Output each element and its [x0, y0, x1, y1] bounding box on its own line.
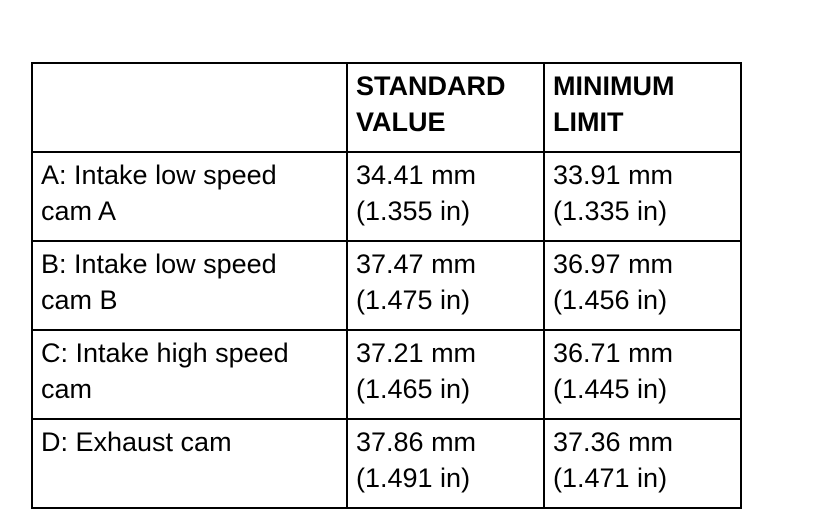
cell-text: (1.475 in)	[356, 285, 471, 315]
cell-text: 36.71 mm	[553, 338, 674, 368]
cell-text: (1.491 in)	[356, 463, 471, 493]
cell-text: 37.47 mm	[356, 249, 477, 279]
table-row: C: Intake high speed cam 37.21 mm (1.465 in…	[31, 329, 742, 420]
cell-text: C: Intake high speed	[41, 338, 289, 368]
table-row: B: Intake low speed cam B 37.47 mm (1.475 i…	[31, 240, 742, 331]
cell-text: LIMIT	[553, 107, 624, 137]
table-cell: 36.71 mm (1.445 in)	[543, 329, 742, 420]
cell-text: A: Intake low speed	[41, 160, 277, 190]
spec-table: STANDARD VALUE MINIMUM LIMIT A: Intake low s…	[31, 62, 742, 509]
table-row: A: Intake low speed cam A 34.41 mm (1.355 i…	[31, 151, 742, 242]
table-cell: B: Intake low speed cam B	[31, 240, 348, 331]
cell-text: cam B	[41, 285, 118, 315]
cell-text: (1.445 in)	[553, 374, 668, 404]
table-cell: STANDARD VALUE	[346, 62, 545, 153]
cell-text: (1.355 in)	[356, 196, 471, 226]
cell-text: 33.91 mm	[553, 160, 674, 190]
cell-text: STANDARD	[356, 71, 506, 101]
table-cell: 33.91 mm (1.335 in)	[543, 151, 742, 242]
cell-text: cam A	[41, 196, 117, 226]
cell-text: 37.21 mm	[356, 338, 477, 368]
cell-text: (1.465 in)	[356, 374, 471, 404]
cell-text: MINIMUM	[553, 71, 675, 101]
table-cell	[31, 62, 348, 153]
table-cell: A: Intake low speed cam A	[31, 151, 348, 242]
table-cell: 36.97 mm (1.456 in)	[543, 240, 742, 331]
cell-text: 36.97 mm	[553, 249, 674, 279]
table-row: D: Exhaust cam 37.86 mm (1.491 in) 37.36 mm…	[31, 418, 742, 509]
table-cell: D: Exhaust cam	[31, 418, 348, 509]
cell-text: 37.36 mm	[553, 427, 674, 457]
cell-text: D: Exhaust cam	[41, 427, 232, 457]
cell-text: (1.456 in)	[553, 285, 668, 315]
table-cell: 37.86 mm (1.491 in)	[346, 418, 545, 509]
table-cell: 37.47 mm (1.475 in)	[346, 240, 545, 331]
table-cell: 37.21 mm (1.465 in)	[346, 329, 545, 420]
header-row: STANDARD VALUE MINIMUM LIMIT	[31, 62, 742, 153]
cell-text: (1.471 in)	[553, 463, 668, 493]
cell-text: 34.41 mm	[356, 160, 477, 190]
table-cell: 37.36 mm (1.471 in)	[543, 418, 742, 509]
cell-text: B: Intake low speed	[41, 249, 277, 279]
cell-text: VALUE	[356, 107, 446, 137]
table-cell: C: Intake high speed cam	[31, 329, 348, 420]
cell-text: cam	[41, 374, 93, 404]
table-cell: 34.41 mm (1.355 in)	[346, 151, 545, 242]
cell-text: (1.335 in)	[553, 196, 668, 226]
cell-text: 37.86 mm	[356, 427, 477, 457]
table-cell: MINIMUM LIMIT	[543, 62, 742, 153]
